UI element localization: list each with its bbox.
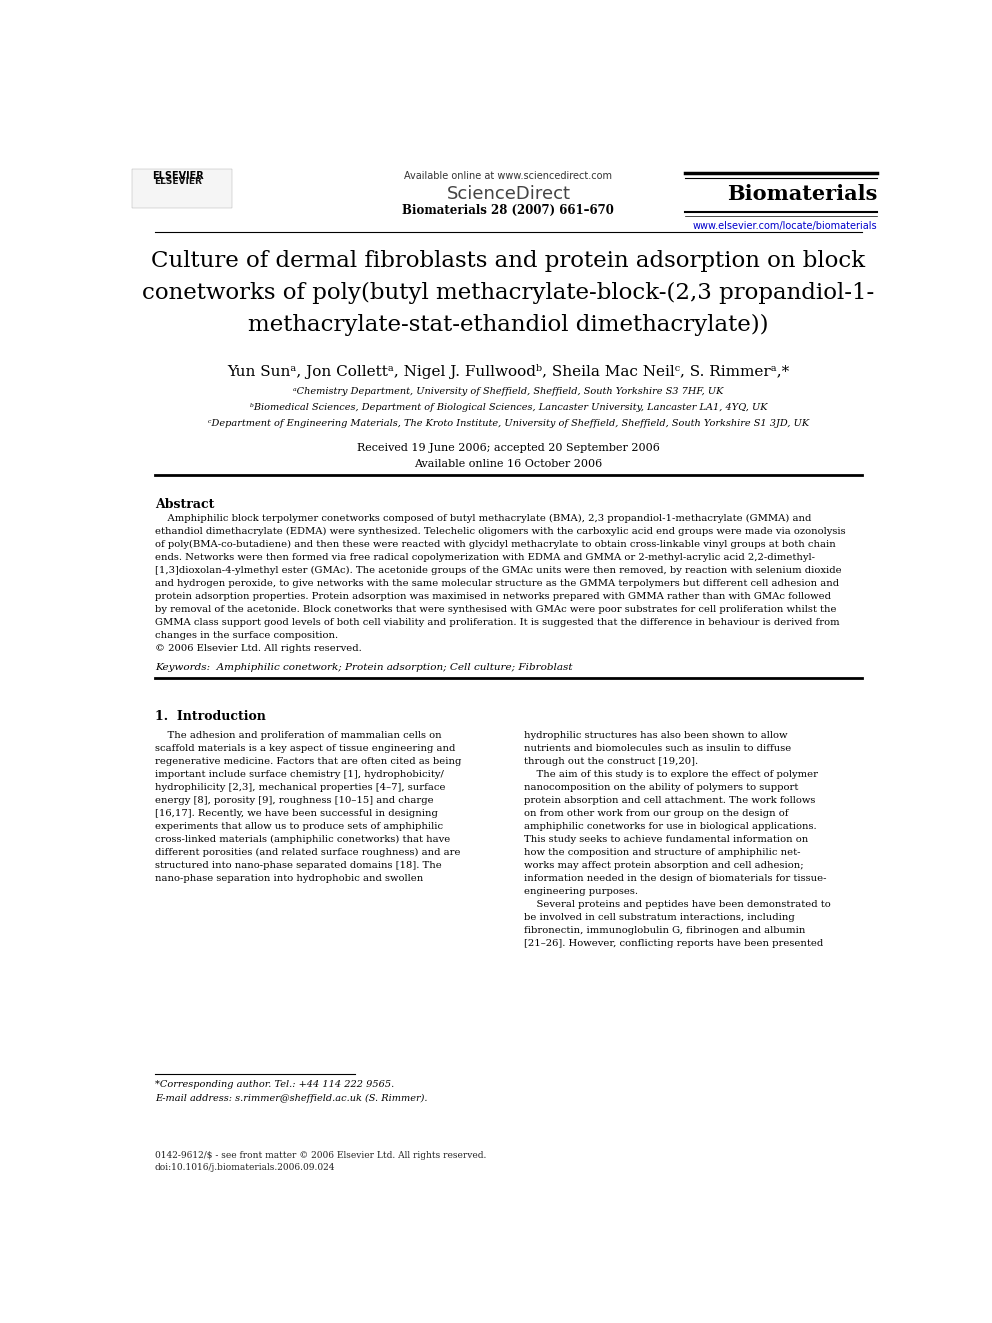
Text: methacrylate-stat-ethandiol dimethacrylate)): methacrylate-stat-ethandiol dimethacryla… (248, 314, 769, 336)
Text: nanocomposition on the ability of polymers to support: nanocomposition on the ability of polyme… (524, 783, 799, 792)
Text: protein adsorption properties. Protein adsorption was maximised in networks prep: protein adsorption properties. Protein a… (155, 593, 830, 601)
Text: Amphiphilic block terpolymer conetworks composed of butyl methacrylate (BMA), 2,: Amphiphilic block terpolymer conetworks … (155, 513, 811, 523)
Text: ELSEVIER: ELSEVIER (152, 171, 203, 181)
Text: amphiphilic conetworks for use in biological applications.: amphiphilic conetworks for use in biolog… (524, 822, 816, 831)
Text: [16,17]. Recently, we have been successful in designing: [16,17]. Recently, we have been successf… (155, 808, 437, 818)
Text: nutrients and biomolecules such as insulin to diffuse: nutrients and biomolecules such as insul… (524, 744, 791, 753)
Text: works may affect protein absorption and cell adhesion;: works may affect protein absorption and … (524, 861, 804, 871)
Text: important include surface chemistry [1], hydrophobicity/: important include surface chemistry [1],… (155, 770, 443, 779)
Text: nano-phase separation into hydrophobic and swollen: nano-phase separation into hydrophobic a… (155, 875, 423, 882)
Text: The aim of this study is to explore the effect of polymer: The aim of this study is to explore the … (524, 770, 817, 779)
Text: conetworks of poly(butyl methacrylate-block-(2,3 propandiol-1-: conetworks of poly(butyl methacrylate-bl… (142, 282, 875, 304)
Text: changes in the surface composition.: changes in the surface composition. (155, 631, 338, 640)
Text: Available online 16 October 2006: Available online 16 October 2006 (415, 459, 602, 468)
Text: regenerative medicine. Factors that are often cited as being: regenerative medicine. Factors that are … (155, 757, 461, 766)
Text: ELSEVIER: ELSEVIER (154, 177, 201, 187)
Text: Biomaterials: Biomaterials (727, 184, 878, 204)
Text: E-mail address: s.rimmer@sheffield.ac.uk (S. Rimmer).: E-mail address: s.rimmer@sheffield.ac.uk… (155, 1094, 428, 1103)
Text: hydrophilicity [2,3], mechanical properties [4–7], surface: hydrophilicity [2,3], mechanical propert… (155, 783, 445, 792)
Text: of poly(BMA-co-butadiene) and then these were reacted with glycidyl methacrylate: of poly(BMA-co-butadiene) and then these… (155, 540, 835, 549)
Text: scaffold materials is a key aspect of tissue engineering and: scaffold materials is a key aspect of ti… (155, 744, 455, 753)
Text: ᵃChemistry Department, University of Sheffield, Sheffield, South Yorkshire S3 7H: ᵃChemistry Department, University of She… (294, 386, 723, 396)
Text: information needed in the design of biomaterials for tissue-: information needed in the design of biom… (524, 875, 826, 882)
Text: GMMA class support good levels of both cell viability and proliferation. It is s: GMMA class support good levels of both c… (155, 618, 839, 627)
Text: be involved in cell substratum interactions, including: be involved in cell substratum interacti… (524, 913, 795, 922)
Text: *Corresponding author. Tel.: +44 114 222 9565.: *Corresponding author. Tel.: +44 114 222… (155, 1080, 394, 1089)
Text: Available online at www.sciencedirect.com: Available online at www.sciencedirect.co… (405, 171, 612, 181)
Text: Culture of dermal fibroblasts and protein adsorption on block: Culture of dermal fibroblasts and protei… (152, 250, 865, 273)
Text: hydrophilic structures has also been shown to allow: hydrophilic structures has also been sho… (524, 730, 788, 740)
Text: The adhesion and proliferation of mammalian cells on: The adhesion and proliferation of mammal… (155, 730, 441, 740)
Text: © 2006 Elsevier Ltd. All rights reserved.: © 2006 Elsevier Ltd. All rights reserved… (155, 644, 361, 654)
Text: ᵇBiomedical Sciences, Department of Biological Sciences, Lancaster University, L: ᵇBiomedical Sciences, Department of Biol… (250, 402, 767, 411)
Text: 0142-9612/$ - see front matter © 2006 Elsevier Ltd. All rights reserved.: 0142-9612/$ - see front matter © 2006 El… (155, 1151, 486, 1160)
Text: Several proteins and peptides have been demonstrated to: Several proteins and peptides have been … (524, 900, 830, 909)
Text: and hydrogen peroxide, to give networks with the same molecular structure as the: and hydrogen peroxide, to give networks … (155, 579, 839, 589)
Text: 1.  Introduction: 1. Introduction (155, 710, 266, 724)
Bar (132, 169, 231, 208)
Text: doi:10.1016/j.biomaterials.2006.09.024: doi:10.1016/j.biomaterials.2006.09.024 (155, 1163, 335, 1172)
Text: how the composition and structure of amphiphilic net-: how the composition and structure of amp… (524, 848, 801, 857)
Text: [21–26]. However, conflicting reports have been presented: [21–26]. However, conflicting reports ha… (524, 939, 823, 949)
Text: engineering purposes.: engineering purposes. (524, 888, 638, 896)
Text: Keywords:  Amphiphilic conetwork; Protein adsorption; Cell culture; Fibroblast: Keywords: Amphiphilic conetwork; Protein… (155, 663, 572, 672)
Text: ScienceDirect: ScienceDirect (446, 185, 570, 204)
Text: on from other work from our group on the design of: on from other work from our group on the… (524, 808, 789, 818)
Text: through out the construct [19,20].: through out the construct [19,20]. (524, 757, 698, 766)
Text: Biomaterials 28 (2007) 661–670: Biomaterials 28 (2007) 661–670 (403, 204, 614, 217)
Text: Received 19 June 2006; accepted 20 September 2006: Received 19 June 2006; accepted 20 Septe… (357, 443, 660, 452)
Text: cross-linked materials (amphiphilic conetworks) that have: cross-linked materials (amphiphilic cone… (155, 835, 450, 844)
Text: Abstract: Abstract (155, 497, 214, 511)
Text: energy [8], porosity [9], roughness [10–15] and charge: energy [8], porosity [9], roughness [10–… (155, 796, 434, 804)
Text: structured into nano-phase separated domains [18]. The: structured into nano-phase separated dom… (155, 861, 441, 871)
Text: Yun Sunᵃ, Jon Collettᵃ, Nigel J. Fullwoodᵇ, Sheila Mac Neilᶜ, S. Rimmerᵃ,*: Yun Sunᵃ, Jon Collettᵃ, Nigel J. Fullwoo… (227, 364, 790, 380)
Text: ᶜDepartment of Engineering Materials, The Kroto Institute, University of Sheffie: ᶜDepartment of Engineering Materials, Th… (208, 419, 808, 429)
Text: ends. Networks were then formed via free radical copolymerization with EDMA and : ends. Networks were then formed via free… (155, 553, 814, 562)
Text: different porosities (and related surface roughness) and are: different porosities (and related surfac… (155, 848, 460, 857)
Text: ethandiol dimethacrylate (EDMA) were synthesized. Telechelic oligomers with the : ethandiol dimethacrylate (EDMA) were syn… (155, 527, 845, 536)
Text: experiments that allow us to produce sets of amphiphilic: experiments that allow us to produce set… (155, 822, 442, 831)
Text: This study seeks to achieve fundamental information on: This study seeks to achieve fundamental … (524, 835, 808, 844)
Text: protein absorption and cell attachment. The work follows: protein absorption and cell attachment. … (524, 796, 815, 804)
Text: fibronectin, immunoglobulin G, fibrinogen and albumin: fibronectin, immunoglobulin G, fibrinoge… (524, 926, 806, 935)
Text: www.elsevier.com/locate/biomaterials: www.elsevier.com/locate/biomaterials (692, 221, 878, 232)
Text: by removal of the acetonide. Block conetworks that were synthesised with GMAc we: by removal of the acetonide. Block conet… (155, 605, 836, 614)
Text: [1,3]dioxolan-4-ylmethyl ester (GMAc). The acetonide groups of the GMAc units we: [1,3]dioxolan-4-ylmethyl ester (GMAc). T… (155, 566, 841, 576)
